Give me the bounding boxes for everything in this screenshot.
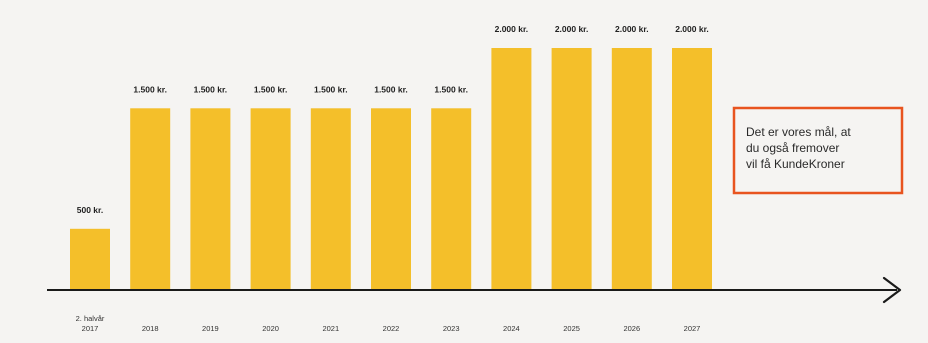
callout-box: Det er vores mål, at du også fremover vi… [732, 106, 904, 195]
x-tick-label-0-line-0: 2. halvår [76, 314, 105, 323]
value-labels-group: 500 kr. 1.500 kr. 1.500 kr. 1.500 kr. 1.500 … [77, 24, 709, 215]
bar-6 [431, 108, 472, 290]
x-tick-label-4: 2021 [322, 324, 339, 333]
bar-9 [611, 48, 652, 289]
x-tick-label-0-line-1: 2017 [82, 324, 99, 333]
bar-1 [130, 108, 171, 290]
bar-4 [310, 108, 351, 290]
x-tick-label-3: 2020 [262, 324, 279, 333]
bar-8 [551, 48, 592, 289]
x-tick-label-8: 2025 [563, 324, 580, 333]
bar-value-label-8: 2.000 kr. [555, 24, 589, 34]
bar-value-label-0: 500 kr. [77, 205, 103, 215]
bars-group [70, 48, 712, 290]
bar-value-label-2: 1.500 kr. [194, 84, 228, 94]
bar-3 [250, 108, 291, 290]
bar-value-label-4: 1.500 kr. [314, 84, 348, 94]
callout-border [732, 106, 904, 195]
bar-value-label-3: 1.500 kr. [254, 84, 288, 94]
bar-2 [190, 108, 231, 290]
x-tick-label-7: 2024 [503, 324, 520, 333]
bar-value-label-10: 2.000 kr. [675, 24, 709, 34]
bar-value-label-5: 1.500 kr. [374, 84, 408, 94]
callout-line-1: Det er vores mål, at [746, 125, 851, 139]
x-tick-label-6: 2023 [443, 324, 460, 333]
bar-5 [371, 108, 411, 290]
bar-value-label-1: 1.500 kr. [133, 84, 167, 94]
x-tick-label-5: 2022 [383, 324, 400, 333]
callout-line-3: vil få KundeKroner [746, 157, 845, 171]
x-tick-label-1: 2018 [142, 324, 159, 333]
bar-0 [70, 228, 110, 290]
bar-7 [491, 48, 532, 289]
x-tick-label-9: 2026 [623, 324, 640, 333]
x-axis [47, 276, 902, 304]
x-axis-arrow-icon [882, 276, 902, 304]
x-tick-label-10: 2027 [684, 324, 701, 333]
callout-line-2: du også fremover [746, 141, 839, 155]
bar-value-label-6: 1.500 kr. [434, 84, 468, 94]
bar-10 [672, 48, 712, 289]
bar-value-label-9: 2.000 kr. [615, 24, 649, 34]
bar-value-label-7: 2.000 kr. [495, 24, 529, 34]
x-tick-label-2: 2019 [202, 324, 219, 333]
